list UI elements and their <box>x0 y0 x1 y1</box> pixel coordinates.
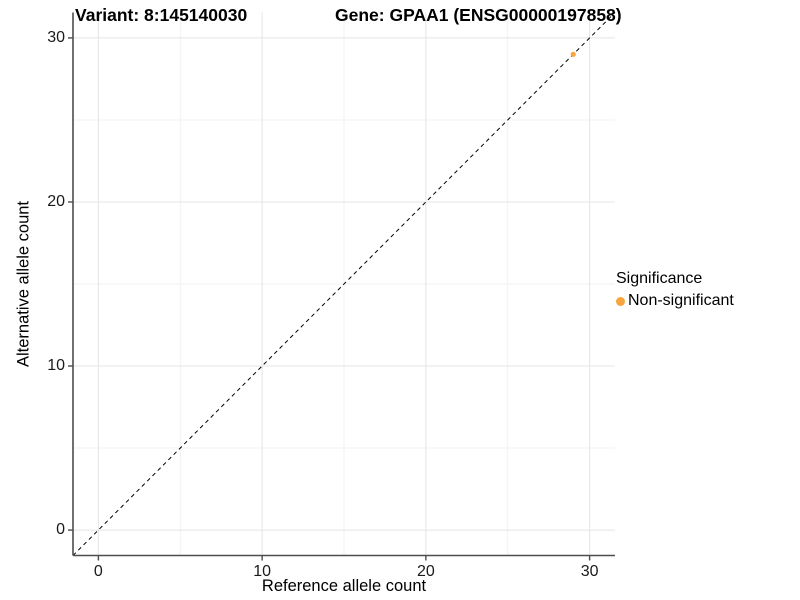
legend: Significance Non-significant <box>616 270 734 310</box>
y-tick-label: 20 <box>47 192 65 210</box>
identity-line <box>72 12 616 556</box>
x-tick-label: 20 <box>416 562 435 580</box>
x-tick-label: 30 <box>580 562 599 580</box>
x-axis-title: Reference allele count <box>261 577 427 595</box>
legend-item: Non-significant <box>616 292 734 310</box>
legend-item-label: Non-significant <box>628 292 734 309</box>
legend-title: Significance <box>616 270 703 287</box>
data-point <box>570 51 576 57</box>
plot-title-variant: Variant: 8:145140030 <box>75 5 248 25</box>
x-tick-label: 10 <box>253 562 272 580</box>
y-tick-label: 0 <box>56 521 65 539</box>
x-tick-label: 0 <box>93 562 103 580</box>
y-tick-label: 10 <box>47 357 65 375</box>
plot-title-gene: Gene: GPAA1 (ENSG00000197858) <box>335 5 622 25</box>
y-axis-title: Alternative allele count <box>14 200 33 368</box>
legend-point-icon <box>616 296 625 306</box>
y-tick-label: 30 <box>47 28 65 46</box>
